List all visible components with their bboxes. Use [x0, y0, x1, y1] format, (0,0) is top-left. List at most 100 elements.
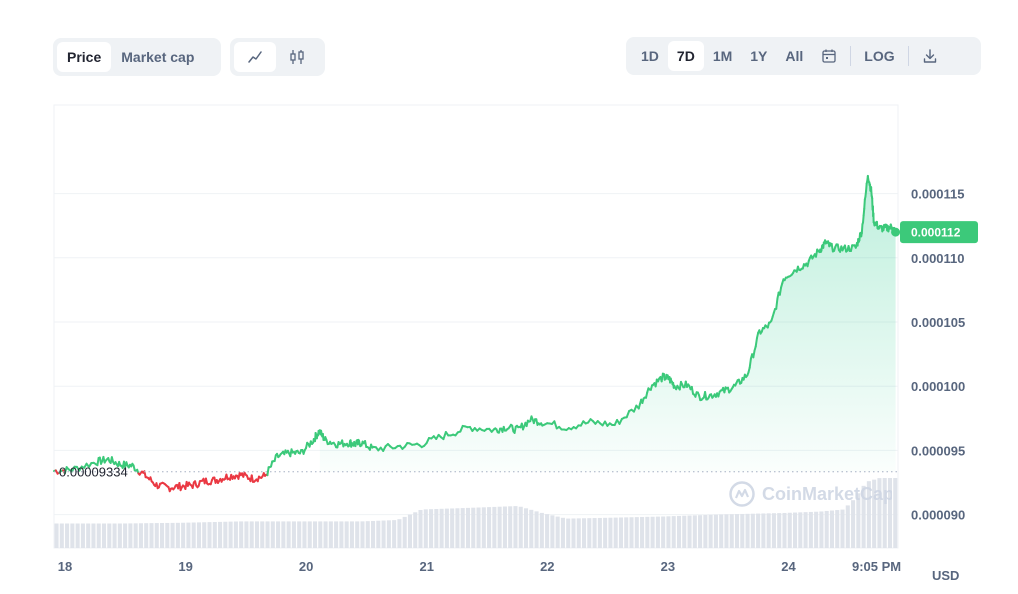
tab-price[interactable]: Price [57, 42, 112, 72]
volume-bar [819, 511, 824, 548]
price-line-segment [862, 214, 865, 224]
range-1m-button[interactable]: 1M [712, 48, 733, 64]
volume-bar [191, 522, 196, 548]
candlestick-button[interactable] [276, 42, 318, 72]
volume-bar [603, 517, 608, 548]
volume-bar [218, 521, 223, 548]
volume-bar [534, 511, 539, 548]
volume-bar [386, 520, 391, 548]
volume-bar [803, 512, 808, 548]
volume-bar [597, 517, 602, 548]
range-7d-button[interactable]: 7D [667, 41, 704, 71]
volume-bar [123, 523, 128, 548]
volume-bar [165, 522, 170, 548]
volume-bar [687, 515, 692, 548]
volume-bar [592, 518, 597, 548]
volume-bar [782, 512, 787, 548]
volume-bar [497, 506, 502, 548]
volume-bar [887, 478, 893, 548]
download-icon [923, 49, 936, 63]
tab-market-cap[interactable]: Market cap [121, 49, 195, 65]
price-line-segment [442, 431, 447, 441]
volume-bar [212, 522, 217, 548]
volume-bar [117, 523, 122, 548]
range-1y-button[interactable]: 1Y [750, 48, 768, 64]
volume-bar [128, 523, 133, 548]
volume-bar [302, 521, 307, 548]
volume-bar [334, 521, 339, 548]
volume-bar [866, 481, 871, 548]
volume-bar [545, 514, 550, 548]
volume-bar [70, 523, 75, 548]
volume-bar [618, 517, 623, 548]
volume-bar [703, 515, 708, 548]
volume-bar [265, 521, 270, 548]
volume-bar [423, 509, 428, 548]
y-tick-label: 0.000090 [911, 508, 965, 523]
date-range-button[interactable] [812, 41, 846, 71]
volume-bar [450, 508, 455, 548]
x-tick-label: 9:05 PM [852, 559, 901, 574]
volume-bar [582, 518, 587, 548]
volume-bar [566, 518, 571, 548]
price-line [53, 174, 901, 493]
volume-bar [624, 517, 629, 548]
volume-bar [719, 514, 724, 548]
volume-bar [861, 485, 866, 548]
price-line-segment [459, 424, 464, 433]
x-tick-label: 20 [299, 559, 313, 574]
volume-bar [708, 514, 713, 548]
price-line-segment [704, 390, 708, 401]
volume-bar [233, 521, 238, 548]
volume-bar [555, 516, 560, 548]
y-axis: 0.000115 0.000110 0.000105 0.000100 0.000095… [911, 187, 965, 523]
volume-bar [418, 509, 423, 548]
current-price-tag: 0.000112 [900, 221, 978, 244]
volume-bar [402, 516, 407, 548]
log-scale-button[interactable]: LOG [864, 48, 895, 64]
line-chart-button[interactable] [234, 42, 276, 72]
toolbar-divider [850, 46, 852, 66]
volume-bar [729, 514, 734, 548]
price-line-segment [775, 297, 779, 310]
volume-bar [698, 515, 703, 548]
volume-bar [893, 478, 898, 548]
volume-bar [523, 508, 529, 548]
price-area-fill [319, 175, 896, 472]
watermark-text: CoinMarketCap [762, 483, 892, 504]
volume-bar [175, 522, 180, 548]
currency-label: USD [932, 568, 960, 583]
range-toolbar: 1D 7D 1M 1Y All LOG [626, 37, 981, 75]
price-line-segment [865, 182, 868, 193]
open-price-label: 0.00009334 [59, 465, 128, 480]
volume-bar [355, 521, 360, 548]
range-1d-button[interactable]: 1D [641, 48, 659, 64]
calendar-icon [822, 49, 836, 63]
volume-bar [481, 507, 486, 548]
price-line-segment [752, 349, 756, 359]
volume-bars [54, 478, 898, 548]
volume-bar [824, 510, 829, 548]
volume-bar [80, 523, 85, 548]
price-line-segment [875, 220, 879, 230]
volume-bar [640, 516, 645, 548]
volume-bar [740, 513, 745, 548]
download-button[interactable] [913, 41, 947, 71]
volume-bar [666, 516, 671, 548]
price-line-segment [690, 385, 695, 395]
range-all-button[interactable]: All [785, 48, 804, 64]
volume-bar [291, 521, 296, 548]
volume-bar [149, 523, 154, 548]
volume-bar [202, 522, 207, 548]
volume-bar [671, 516, 676, 548]
volume-bar [724, 514, 729, 548]
volume-bar [239, 521, 244, 548]
volume-bar [460, 508, 465, 548]
volume-bar [793, 512, 798, 548]
volume-bar [318, 521, 323, 548]
volume-bar [851, 500, 856, 548]
volume-bar [771, 513, 776, 548]
volume-bar [608, 517, 613, 548]
price-line-segment [748, 357, 752, 369]
